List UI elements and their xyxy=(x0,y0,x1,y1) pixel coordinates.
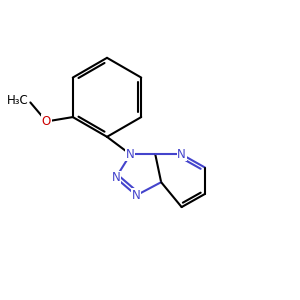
Text: N: N xyxy=(111,171,120,184)
Text: N: N xyxy=(132,189,141,202)
Text: N: N xyxy=(177,148,186,161)
Text: O: O xyxy=(42,115,51,128)
Text: H₃C: H₃C xyxy=(7,94,29,107)
Text: N: N xyxy=(126,148,135,161)
